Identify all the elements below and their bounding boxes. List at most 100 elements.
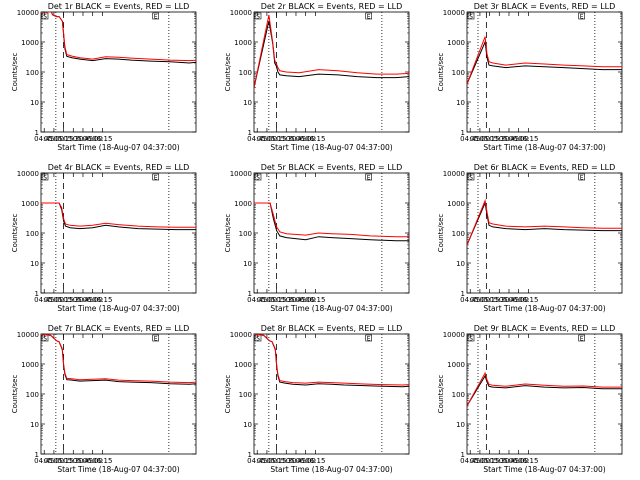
y-tick-label: 1000 (21, 200, 39, 208)
panel-6: Det 6r BLACK = Events, RED = LLD 1 10 100 10… (437, 163, 623, 313)
x-tick-label: 05:00 (44, 457, 64, 465)
x-tick-label: 05:15 (54, 135, 74, 143)
series-lld-line (41, 12, 196, 62)
x-tick-label: 06:15 (92, 135, 112, 143)
y-tick-label: 1 (248, 451, 252, 459)
y-tick-label: 1000 (21, 39, 39, 47)
x-tick-label: 05:30 (489, 296, 509, 304)
x-tick-label: 04:45 (460, 135, 480, 143)
y-tick-label: 10000 (443, 9, 465, 17)
end-marker-box (152, 334, 159, 342)
x-tick-label: 06:00 (296, 296, 316, 304)
x-tick-label: 05:30 (489, 135, 509, 143)
y-tick-label: 10000 (230, 9, 252, 17)
x-axis-label: Start Time (18-Aug-07 04:37:00) (483, 143, 605, 152)
end-marker-box (578, 334, 586, 342)
x-tick-label: 04:45 (247, 135, 267, 143)
x-tick-label: 06:15 (92, 457, 112, 465)
y-tick-label: 10 (30, 421, 39, 429)
end-marker: E (580, 14, 584, 21)
x-tick-label: 06:00 (296, 457, 316, 465)
panel-4: Det 4r BLACK = Events, RED = LLD 1 10 100 10… (11, 163, 197, 313)
series-events-line (41, 334, 196, 385)
start-marker: S (256, 175, 260, 182)
y-axis-label: Counts/sec (11, 214, 19, 253)
end-marker-box (365, 334, 373, 342)
end-marker-box (578, 12, 586, 20)
y-tick-label: 10 (456, 99, 465, 107)
panel-title: Det 3r BLACK = Events, RED = LLD (474, 2, 616, 11)
y-tick-label: 1000 (234, 361, 252, 369)
series-events-line (467, 201, 622, 246)
y-tick-label: 100 (26, 391, 39, 399)
y-tick-label: 100 (452, 391, 465, 399)
x-tick-label: 05:30 (276, 135, 296, 143)
x-axis-label: Start Time (18-Aug-07 04:37:00) (483, 304, 605, 313)
x-tick-label: 05:45 (73, 135, 93, 143)
end-marker: E (154, 14, 158, 21)
y-tick-label: 1 (461, 451, 465, 459)
y-tick-label: 10000 (443, 170, 465, 178)
y-tick-label: 10000 (443, 331, 465, 339)
x-tick-label: 06:15 (518, 296, 538, 304)
y-tick-label: 10 (30, 260, 39, 268)
plot-frame (40, 11, 197, 133)
x-axis-label: Start Time (18-Aug-07 04:37:00) (57, 465, 179, 474)
x-tick-label: 04:45 (34, 135, 54, 143)
y-axis-label: Counts/sec (437, 214, 445, 253)
x-tick-label: 06:15 (305, 296, 325, 304)
series-events-line (41, 202, 196, 231)
y-tick-label: 1 (461, 129, 465, 137)
x-tick-label: 05:45 (286, 135, 306, 143)
y-tick-label: 10000 (17, 9, 39, 17)
x-tick-label: 05:45 (73, 296, 93, 304)
y-tick-label: 1 (35, 129, 39, 137)
plot-frame (253, 11, 410, 133)
y-axis-label: Counts/sec (224, 214, 232, 253)
x-tick-label: 05:15 (54, 296, 74, 304)
y-tick-label: 1 (461, 290, 465, 298)
series-lld-line (254, 334, 409, 386)
y-tick-label: 100 (26, 230, 39, 238)
start-marker-box (41, 12, 49, 20)
panel-title: Det 6r BLACK = Events, RED = LLD (474, 163, 616, 172)
x-axis-label: Start Time (18-Aug-07 04:37:00) (270, 465, 392, 474)
start-marker-box (254, 173, 262, 181)
series-lld-line (467, 198, 622, 246)
plot-frame (466, 172, 623, 294)
start-marker-box (254, 12, 262, 20)
y-tick-label: 10 (243, 260, 252, 268)
start-marker: S (43, 175, 47, 182)
y-tick-label: 1 (248, 129, 252, 137)
x-tick-label: 05:00 (470, 296, 490, 304)
end-marker-box (365, 12, 373, 20)
plot-frame (466, 333, 623, 455)
panel-9: Det 9r BLACK = Events, RED = LLD 1 10 100 10… (437, 324, 623, 474)
start-marker-box (467, 173, 475, 181)
x-tick-label: 05:30 (489, 457, 509, 465)
y-tick-label: 1000 (447, 39, 465, 47)
y-tick-label: 1 (35, 290, 39, 298)
x-tick-label: 04:45 (34, 296, 54, 304)
series-events-line (467, 40, 622, 85)
panel-title: Det 9r BLACK = Events, RED = LLD (474, 324, 616, 333)
end-marker-box (578, 173, 586, 181)
panel-7: Det 7r BLACK = Events, RED = LLD 1 10 100 10… (11, 324, 197, 474)
x-tick-label: 05:45 (73, 457, 93, 465)
y-tick-label: 10000 (17, 331, 39, 339)
panel-1: Det 1r BLACK = Events, RED = LLD 1 10 100 10… (11, 2, 197, 152)
x-axis-label: Start Time (18-Aug-07 04:37:00) (483, 465, 605, 474)
plot-frame (253, 333, 410, 455)
panel-8: Det 8r BLACK = Events, RED = LLD 1 10 100 10… (224, 324, 410, 474)
x-tick-label: 06:15 (305, 457, 325, 465)
plot-frame (40, 333, 197, 455)
x-tick-label: 06:00 (83, 135, 103, 143)
start-marker: S (43, 336, 47, 343)
series-events-line (467, 374, 622, 407)
x-tick-label: 04:45 (247, 296, 267, 304)
series-lld-line (41, 334, 196, 384)
x-tick-label: 05:00 (257, 457, 277, 465)
y-axis-label: Counts/sec (224, 375, 232, 414)
y-tick-label: 100 (452, 230, 465, 238)
